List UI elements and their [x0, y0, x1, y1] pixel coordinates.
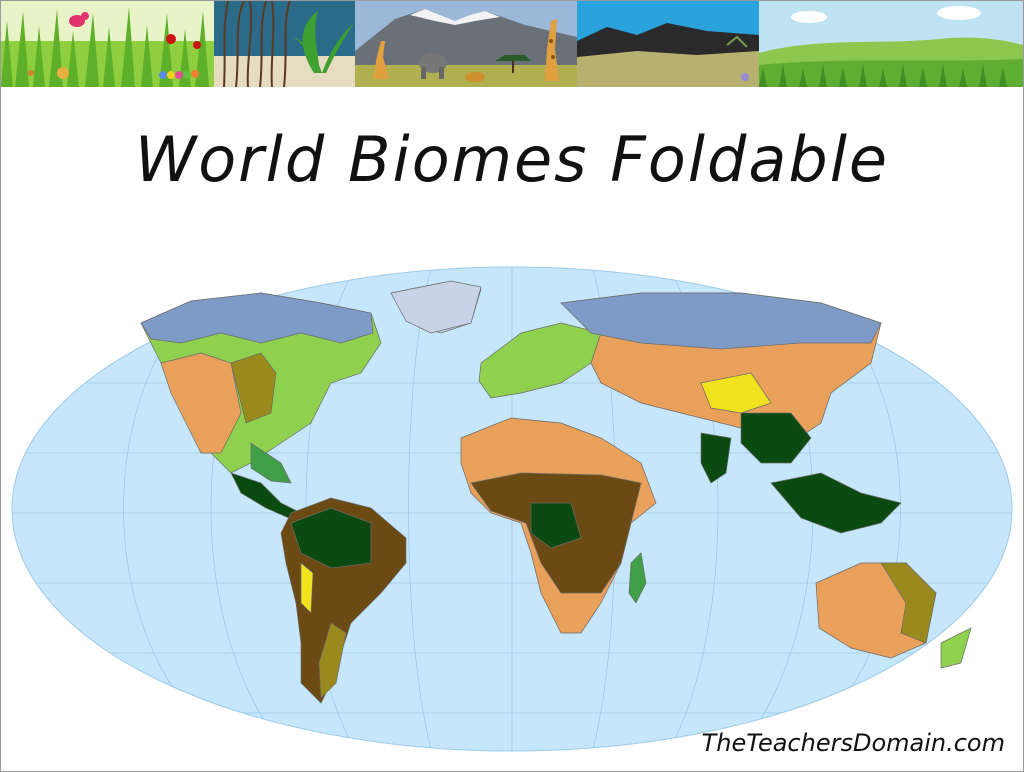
- world-map-icon: [11, 266, 1013, 752]
- biome-banner: [1, 1, 1023, 87]
- wetland-illustration-icon: [214, 1, 355, 87]
- meadow-panel: [1, 1, 214, 87]
- slide-title: World Biomes Foldable: [134, 123, 890, 196]
- savanna-illustration-icon: [355, 1, 577, 87]
- grassland-illustration-icon: [759, 1, 1023, 87]
- site-credit: TheTeachersDomain.com: [701, 729, 1005, 757]
- world-biome-map: [1, 263, 1023, 771]
- desert-panel: [577, 1, 759, 87]
- wetland-panel: [214, 1, 355, 87]
- savanna-panel: [355, 1, 577, 87]
- desert-illustration-icon: [577, 1, 759, 87]
- grassland-panel: [759, 1, 1023, 87]
- meadow-illustration-icon: [1, 1, 214, 87]
